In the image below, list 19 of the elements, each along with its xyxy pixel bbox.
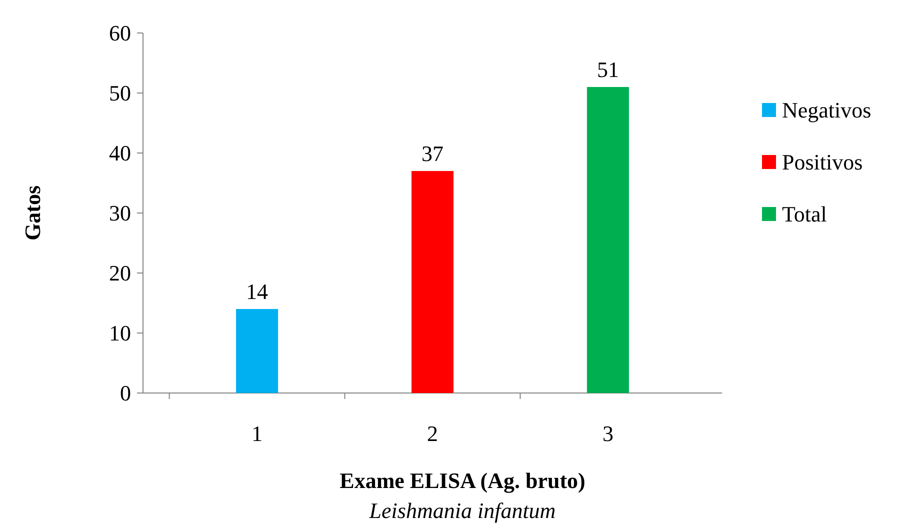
y-tick-label: 20 (109, 260, 131, 286)
y-tick-label: 0 (120, 380, 131, 406)
x-tick-label: 3 (602, 421, 614, 446)
x-tick-label: 2 (427, 421, 438, 446)
legend-label: Negativos (782, 98, 872, 123)
data-label: 37 (422, 141, 444, 166)
legend-label: Positivos (782, 150, 863, 175)
data-label: 51 (596, 57, 619, 82)
y-tick-label: 50 (109, 80, 131, 106)
x-axis-title: Exame ELISA (Ag. bruto) (340, 468, 586, 493)
y-tick-label: 40 (109, 140, 131, 166)
x-tick-label: 1 (252, 421, 263, 446)
legend-label: Total (782, 202, 827, 227)
text: Leishmania infantum (368, 498, 556, 523)
y-tick-label: 30 (109, 200, 131, 226)
y-tick-label: 10 (109, 320, 131, 346)
data-label: 14 (246, 279, 268, 304)
y-axis-title: Gatos (20, 185, 45, 240)
y-tick-label: 60 (109, 20, 131, 46)
